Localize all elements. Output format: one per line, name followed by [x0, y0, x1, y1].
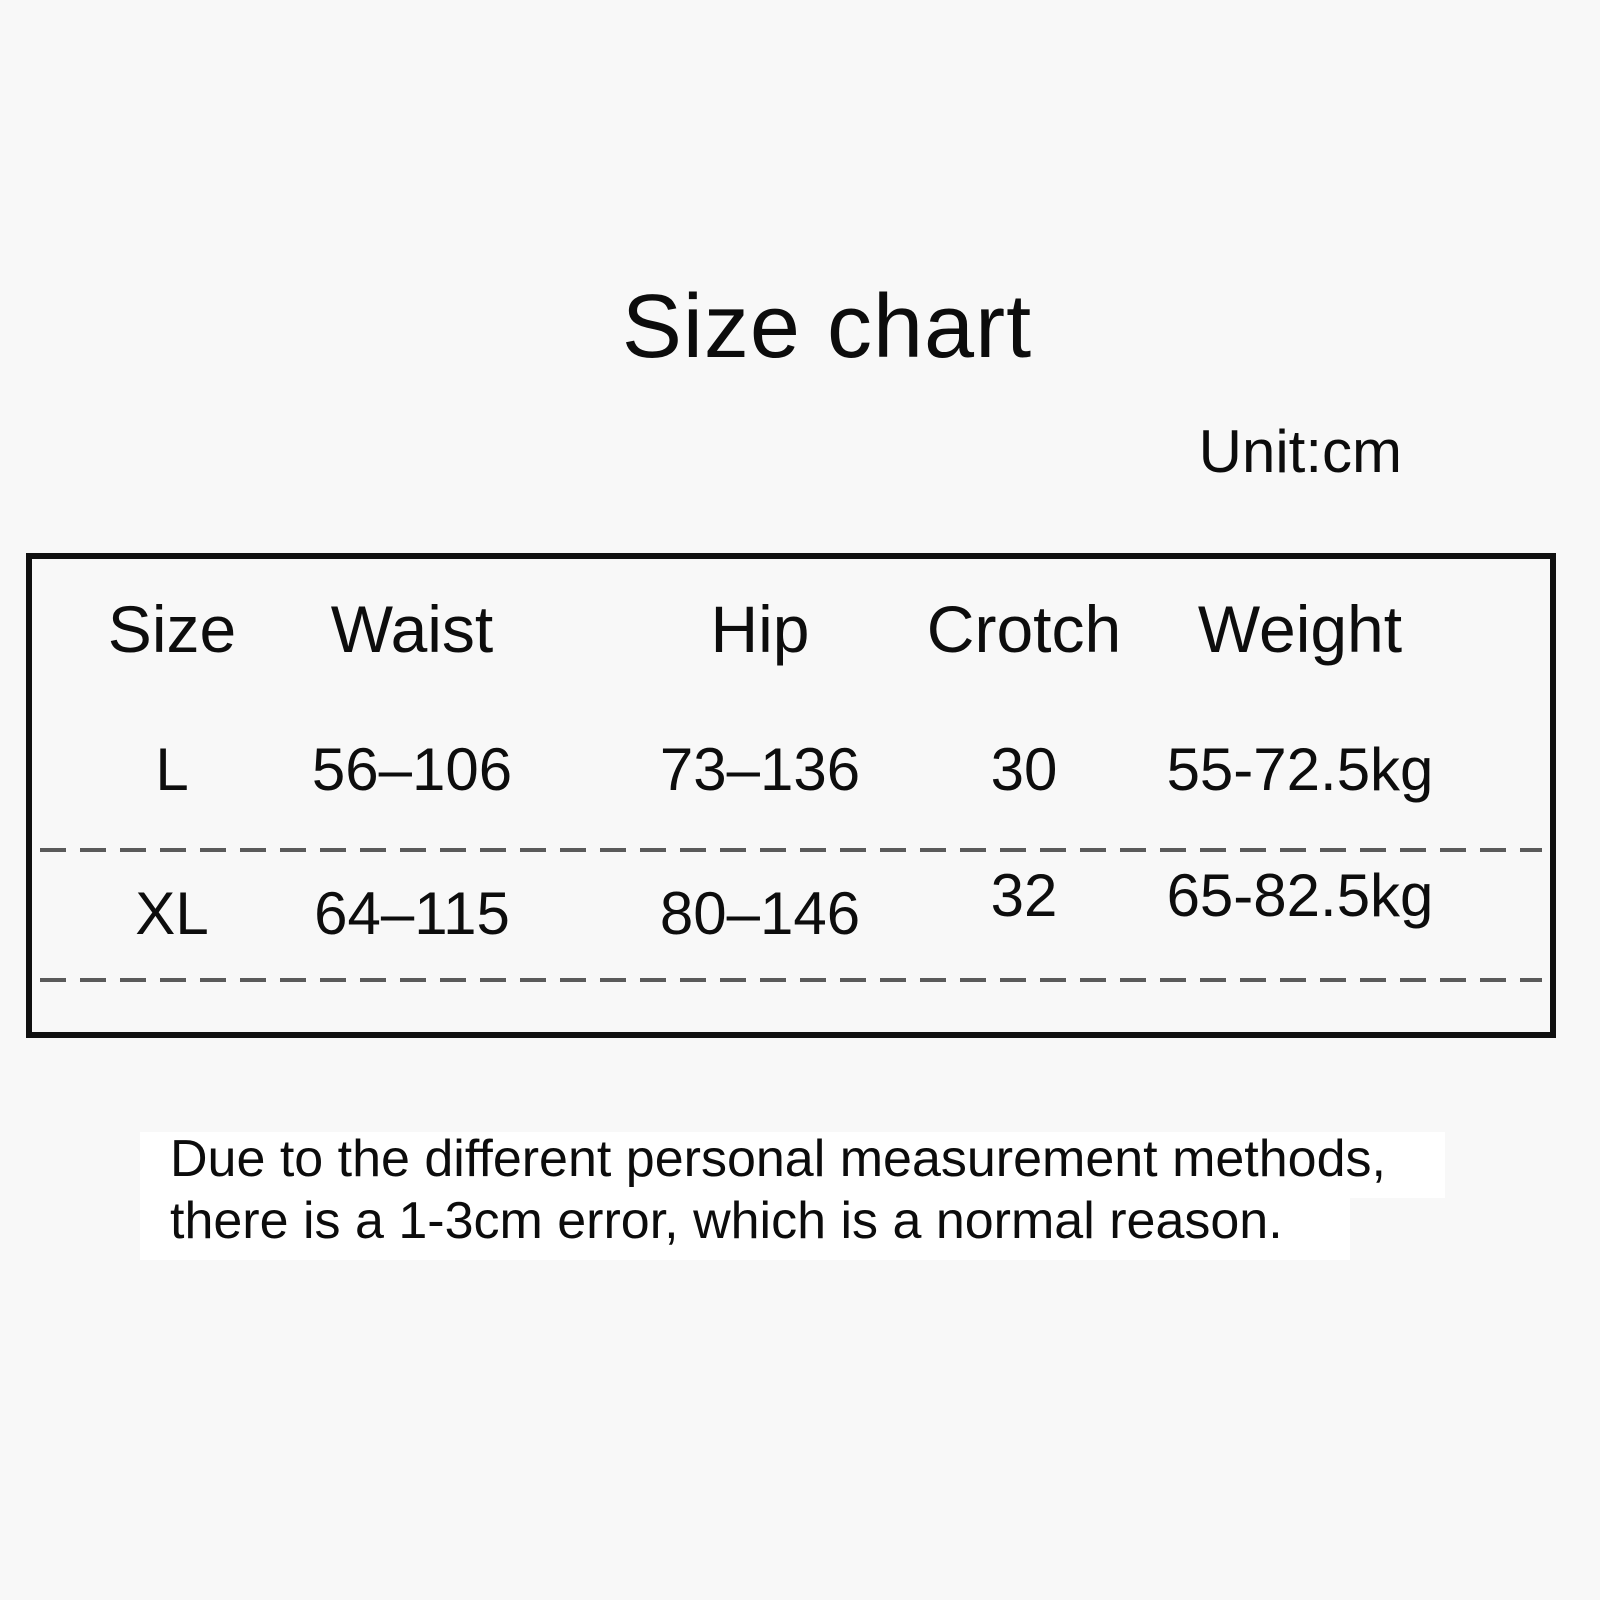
unit-label: Unit:cm — [1198, 418, 1402, 485]
measurement-note-line2: there is a 1-3cm error, which is a norma… — [170, 1192, 1283, 1250]
header-waist: Waist — [330, 592, 494, 666]
table-row-l: L 56–106 73–136 30 55-72.5kg — [32, 699, 1550, 841]
header-crotch: Crotch — [926, 592, 1122, 666]
note-highlight — [140, 1198, 1350, 1260]
table-header-row: Size Waist Hip Crotch Weight — [32, 559, 1550, 699]
cell-size-xl: XL — [135, 880, 209, 947]
cell-weight-xl: 65-82.5kg — [1166, 862, 1434, 929]
cell-crotch-l: 30 — [990, 736, 1058, 803]
table-row-xl: XL 64–115 80–146 32 65-82.5kg — [32, 848, 1550, 980]
header-weight: Weight — [1197, 592, 1403, 666]
measurement-note: Due to the different personal measuremen… — [170, 1128, 1386, 1252]
note-highlight — [140, 1132, 1445, 1198]
page-title: Size chart — [621, 277, 1033, 377]
cell-hip-l: 73–136 — [659, 736, 861, 803]
row-divider-dashed — [40, 978, 1542, 982]
cell-crotch-xl: 32 — [990, 862, 1058, 929]
cell-size-l: L — [155, 736, 189, 803]
header-hip: Hip — [710, 592, 810, 666]
cell-waist-l: 56–106 — [311, 736, 513, 803]
row-divider-dashed — [40, 848, 1542, 852]
cell-hip-xl: 80–146 — [659, 880, 861, 947]
size-table: Size Waist Hip Crotch Weight L 56–106 73… — [26, 553, 1556, 1038]
cell-waist-xl: 64–115 — [314, 880, 510, 947]
measurement-note-line1: Due to the different personal measuremen… — [170, 1130, 1386, 1188]
header-size: Size — [107, 592, 237, 666]
cell-weight-l: 55-72.5kg — [1166, 736, 1434, 803]
